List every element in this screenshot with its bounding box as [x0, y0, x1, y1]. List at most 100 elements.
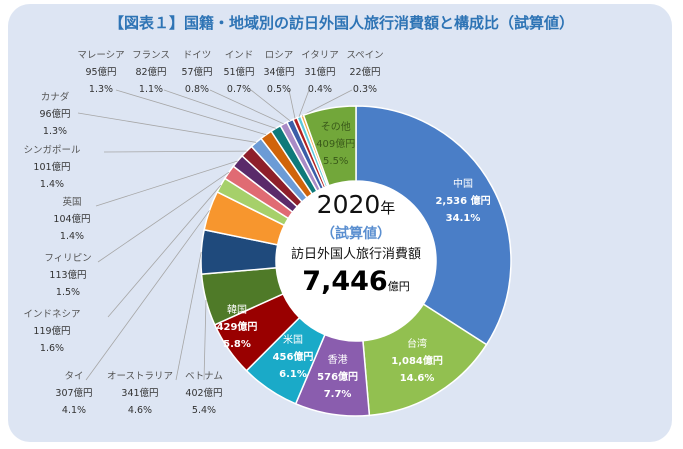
- chart-title: 【図表１】国籍・地域別の訪日外国人旅行消費額と構成比（試算値）: [108, 14, 574, 32]
- slice-label-name: ベトナム: [185, 371, 223, 382]
- slice-label-pct: 1.4%: [39, 179, 65, 190]
- slice-label-value-label: 57億円: [181, 67, 213, 78]
- slice-label-value-label: 2,536 億円: [435, 196, 491, 208]
- slice-label-name: 香港: [327, 354, 348, 366]
- slice-label-オーストラリア: オーストラリア 341億円 4.6%: [107, 368, 173, 419]
- slice-label-米国: 米国 456億円 6.1%: [273, 332, 314, 383]
- slice-label-pct: 34.1%: [445, 213, 481, 225]
- slice-label-name: スペイン: [346, 50, 384, 61]
- slice-label-フィリピン: フィリピン 113億円 1.5%: [44, 250, 91, 301]
- slice-label-pct: 6.1%: [279, 369, 307, 380]
- slice-label-value-label: 119億円: [33, 326, 71, 337]
- leader-line-シンガポール: [103, 150, 247, 153]
- leader-line-英国: [95, 160, 238, 207]
- slice-label-インドネシア: インドネシア 119億円 1.6%: [23, 306, 80, 357]
- slice-label-name: マレーシア: [77, 50, 125, 61]
- slice-label-name: 米国: [283, 335, 303, 346]
- slice-label-value-label: 104億円: [53, 214, 91, 225]
- slice-label-インド: インド 51億円 0.7%: [223, 47, 254, 98]
- slice-label-value-label: 429億円: [216, 322, 258, 333]
- slice-label-name: 台湾: [407, 338, 428, 350]
- donut-hole: [276, 181, 436, 341]
- leader-line-マレーシア: [115, 89, 267, 136]
- slice-label-pct: 1.4%: [59, 231, 85, 242]
- center-summary: 2020年 （試算値） 訪日外国人旅行消費額 7,446億円: [276, 190, 436, 304]
- slice-label-pct: 1.1%: [138, 84, 164, 95]
- leader-line-カナダ: [77, 112, 257, 143]
- slice-label-name: その他: [320, 121, 351, 133]
- slice-label-value-label: 113億円: [49, 270, 87, 281]
- leader-line-インドネシア: [107, 184, 222, 318]
- slice-label-pct: 5.5%: [323, 155, 349, 167]
- slice-label-value-label: 96億円: [39, 109, 71, 120]
- slice-label-マレーシア: マレーシア 95億円 1.3%: [77, 47, 124, 98]
- slice-label-value-label: 307億円: [55, 388, 93, 399]
- slice-label-value-label: 456億円: [272, 352, 314, 363]
- slice-label-value-label: 1,084億円: [391, 355, 443, 367]
- slice-label-pct: 14.6%: [399, 372, 435, 384]
- center-total-unit: 億円: [387, 280, 410, 293]
- slice-label-pct: 1.3%: [88, 84, 114, 95]
- slice-label-value-label: 341億円: [121, 388, 159, 399]
- slice-label-name: 中国: [453, 179, 474, 191]
- slice-label-name: フランス: [132, 50, 170, 61]
- slice-label-ベトナム: ベトナム 402億円 5.4%: [185, 368, 223, 419]
- leader-line-ドイツ: [209, 89, 284, 125]
- slice-label-name: インドネシア: [23, 309, 81, 320]
- slice-label-pct: 5.4%: [191, 405, 217, 416]
- slice-label-value-label: 51億円: [223, 67, 255, 78]
- slice-label-name: シンガポール: [23, 145, 81, 156]
- slice-label-イタリア: イタリア 31億円 0.4%: [301, 47, 339, 98]
- slice-label-pct: 0.5%: [266, 84, 292, 95]
- slice-label-フランス: フランス 82億円 1.1%: [132, 47, 170, 98]
- slice-label-pct: 0.8%: [184, 84, 210, 95]
- slice-label-name: カナダ: [40, 92, 70, 103]
- slice-label-value-label: 576億円: [317, 371, 359, 383]
- slice-label-value-label: 95億円: [85, 67, 117, 78]
- slice-label-pct: 5.8%: [223, 339, 251, 350]
- center-label: 訪日外国人旅行消費額: [290, 247, 421, 262]
- slice-label-中国: 中国 2,536 億円 34.1%: [435, 176, 490, 227]
- slice-label-タイ: タイ 307億円 4.1%: [55, 368, 92, 419]
- slice-label-name: フィリピン: [44, 253, 92, 264]
- slice-label-name: 韓国: [227, 305, 247, 316]
- slice-label-スペイン: スペイン 22億円 0.3%: [346, 47, 383, 98]
- slice-label-pct: 0.3%: [352, 84, 378, 95]
- slice-label-name: イタリア: [301, 50, 339, 61]
- slice-label-value-label: 409億円: [316, 138, 356, 150]
- slice-label-pct: 1.6%: [39, 343, 65, 354]
- slice-label-value-label: 82億円: [135, 67, 167, 78]
- slice-label-pct: 1.3%: [42, 126, 68, 137]
- leader-line-インド: [250, 89, 291, 122]
- center-year-unit: 年: [380, 199, 396, 217]
- slice-label-name: 英国: [62, 197, 82, 208]
- slice-label-香港: 香港 576億円 7.7%: [317, 352, 358, 403]
- slice-label-韓国: 韓国 429億円 5.8%: [217, 302, 258, 353]
- slice-label-name: タイ: [64, 371, 84, 382]
- center-year: 2020: [316, 190, 381, 219]
- slice-label-pct: 0.7%: [226, 84, 252, 95]
- slice-label-ロシア: ロシア 34億円 0.5%: [263, 47, 294, 98]
- leader-line-スペイン: [302, 89, 353, 116]
- slice-label-pct: 1.5%: [55, 287, 81, 298]
- slice-label-英国: 英国 104億円 1.4%: [53, 194, 90, 245]
- slice-label-シンガポール: シンガポール 101億円 1.4%: [23, 142, 80, 193]
- slice-label-台湾: 台湾 1,084億円 14.6%: [391, 336, 443, 387]
- leader-line-タイ: [85, 210, 210, 381]
- leader-line-ロシア: [288, 89, 296, 119]
- leader-line-イタリア: [298, 89, 310, 118]
- slice-label-name: インド: [224, 50, 254, 61]
- slice-label-value-label: 22億円: [349, 67, 381, 78]
- slice-label-pct: 4.1%: [61, 405, 87, 416]
- slice-label-value-label: 101億円: [33, 162, 71, 173]
- slice-label-value-label: 31億円: [304, 67, 336, 78]
- slice-label-pct: 4.6%: [127, 405, 153, 416]
- slice-label-name: ロシア: [264, 50, 294, 61]
- slice-label-ドイツ: ドイツ 57億円 0.8%: [181, 47, 212, 98]
- slice-label-pct: 7.7%: [323, 388, 352, 400]
- slice-label-その他: その他 409億円 5.5%: [316, 119, 355, 170]
- slice-label-value-label: 34億円: [263, 67, 295, 78]
- slice-label-pct: 0.4%: [307, 84, 333, 95]
- slice-label-name: オーストラリア: [106, 371, 174, 382]
